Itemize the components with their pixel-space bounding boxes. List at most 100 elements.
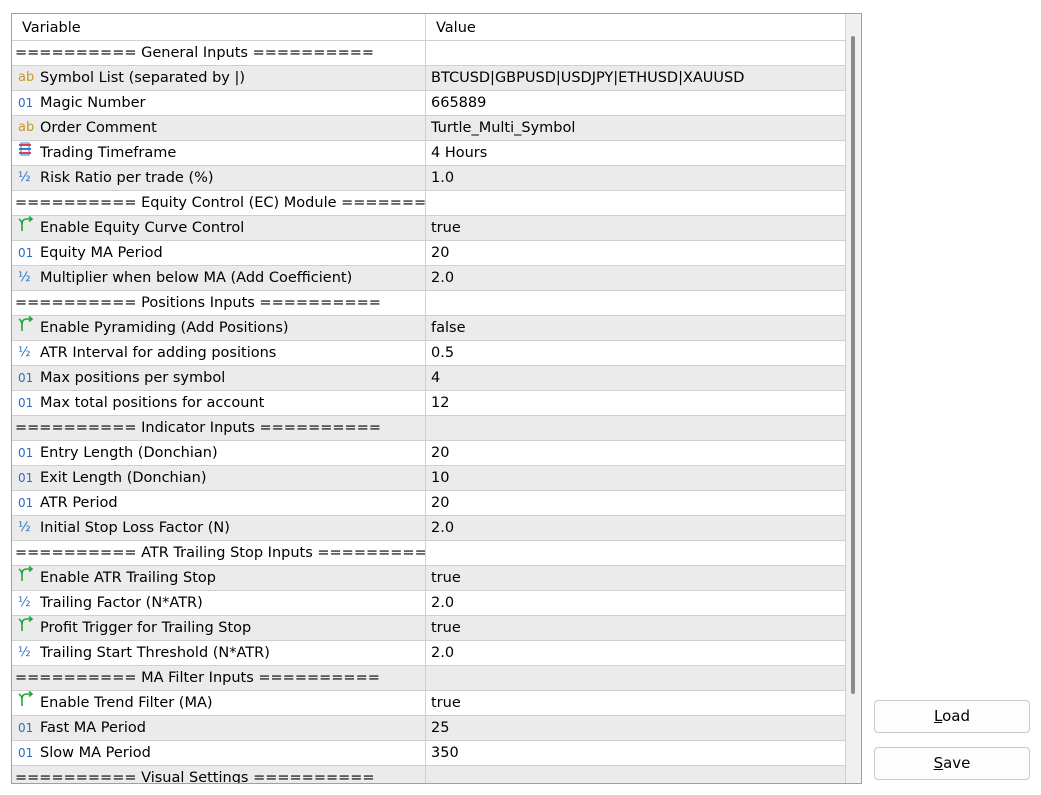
table-row[interactable]: Enable Equity Curve Control true [12,215,846,240]
variable-cell: Enable Equity Curve Control [12,216,426,240]
variable-name: Order Comment [40,120,157,136]
value-cell[interactable]: 350 [426,741,846,765]
variable-name: Max positions per symbol [40,370,226,386]
value-cell[interactable]: 2.0 [426,266,846,290]
section-row[interactable]: ========== General Inputs ========== [12,40,846,65]
integer-type-icon: 01 [18,721,34,735]
variable-name: Trailing Factor (N*ATR) [40,595,203,611]
value-cell[interactable]: 20 [426,241,846,265]
value-cell[interactable]: 25 [426,716,846,740]
table-row[interactable]: ab Order Comment Turtle_Multi_Symbol [12,115,846,140]
variable-name: ========== MA Filter Inputs ========== [15,670,380,686]
value-cell[interactable]: 2.0 [426,516,846,540]
value-cell[interactable] [426,41,846,65]
variable-cell: 01 Exit Length (Donchian) [12,466,426,490]
variable-cell: ========== ATR Trailing Stop Inputs ====… [12,541,426,565]
variable-cell: 01 Max total positions for account [12,391,426,415]
table-row[interactable]: Profit Trigger for Trailing Stop true [12,615,846,640]
value-cell[interactable] [426,541,846,565]
value-cell[interactable] [426,191,846,215]
vertical-scrollbar[interactable] [846,14,861,783]
value-cell[interactable]: true [426,691,846,715]
load-button[interactable]: Load [874,700,1030,733]
variable-name: Trailing Start Threshold (N*ATR) [40,645,270,661]
double-type-icon: ½ [18,520,31,535]
variable-cell: 01 Max positions per symbol [12,366,426,390]
value-cell[interactable]: true [426,616,846,640]
save-accel: S [933,754,944,772]
table-row[interactable]: 01 Max total positions for account 12 [12,390,846,415]
value-cell[interactable]: 4 [426,366,846,390]
value-cell[interactable]: 665889 [426,91,846,115]
table-row[interactable]: 01 Exit Length (Donchian) 10 [12,465,846,490]
column-header-variable[interactable]: Variable [12,14,426,40]
value-cell[interactable]: 2.0 [426,641,846,665]
section-row[interactable]: ========== ATR Trailing Stop Inputs ====… [12,540,846,565]
variable-cell: ½ Trailing Factor (N*ATR) [12,591,426,615]
variable-cell: ab Symbol List (separated by |) [12,66,426,90]
boolean-type-icon [17,691,40,715]
table-row[interactable]: Enable Pyramiding (Add Positions) false [12,315,846,340]
load-accel: L [934,707,943,725]
scrollbar-thumb[interactable] [851,36,855,694]
save-button[interactable]: Save [874,747,1030,780]
table-row[interactable]: 01 Magic Number 665889 [12,90,846,115]
table-row[interactable]: ½ Initial Stop Loss Factor (N) 2.0 [12,515,846,540]
variable-name: Slow MA Period [40,745,151,761]
value-cell[interactable]: 1.0 [426,166,846,190]
value-cell[interactable] [426,416,846,440]
variable-name: ATR Period [40,495,118,511]
value-cell[interactable] [426,766,846,783]
value-cell[interactable]: Turtle_Multi_Symbol [426,116,846,140]
column-header-value[interactable]: Value [426,14,846,40]
table-row[interactable]: 01 Slow MA Period 350 [12,740,846,765]
section-row[interactable]: ========== MA Filter Inputs ========== [12,665,846,690]
value-cell[interactable]: 0.5 [426,341,846,365]
table-row[interactable]: 01 Fast MA Period 25 [12,715,846,740]
table-row[interactable]: 01 Entry Length (Donchian) 20 [12,440,846,465]
variable-name: ========== Positions Inputs ========== [15,295,381,311]
value-cell[interactable]: 4 Hours [426,141,846,165]
section-row[interactable]: ========== Visual Settings ========== [12,765,846,783]
inputs-table: Variable Value ========== General Inputs… [11,13,862,784]
variable-cell: 01 Equity MA Period [12,241,426,265]
value-cell[interactable] [426,291,846,315]
table-row[interactable]: ½ ATR Interval for adding positions 0.5 [12,340,846,365]
variable-name: Max total positions for account [40,395,265,411]
section-row[interactable]: ========== Positions Inputs ========== [12,290,846,315]
integer-type-icon: 01 [18,746,34,760]
table-row[interactable]: ½ Trailing Factor (N*ATR) 2.0 [12,590,846,615]
table-row[interactable]: ½ Risk Ratio per trade (%) 1.0 [12,165,846,190]
table-row[interactable]: ½ Trailing Start Threshold (N*ATR) 2.0 [12,640,846,665]
double-type-icon: ½ [18,170,31,185]
enum-type-icon [17,141,40,165]
variable-name: Enable Trend Filter (MA) [40,695,213,711]
value-cell[interactable]: false [426,316,846,340]
table-row[interactable]: ab Symbol List (separated by |) BTCUSD|GBP… [12,65,846,90]
table-row[interactable]: 01 Max positions per symbol 4 [12,365,846,390]
table-row[interactable]: 01 Equity MA Period 20 [12,240,846,265]
section-row[interactable]: ========== Indicator Inputs ========== [12,415,846,440]
variable-cell: 01 ATR Period [12,491,426,515]
section-row[interactable]: ========== Equity Control (EC) Module ==… [12,190,846,215]
table-row[interactable]: ½ Multiplier when below MA (Add Coefficie… [12,265,846,290]
value-cell[interactable] [426,666,846,690]
value-cell[interactable]: BTCUSD|GBPUSD|USDJPY|ETHUSD|XAUUSD [426,66,846,90]
value-cell[interactable]: 20 [426,491,846,515]
value-cell[interactable]: 2.0 [426,591,846,615]
value-cell[interactable]: 20 [426,441,846,465]
value-cell[interactable]: 12 [426,391,846,415]
table-row[interactable]: Enable ATR Trailing Stop true [12,565,846,590]
table-header: Variable Value [12,14,846,40]
table-row[interactable]: Enable Trend Filter (MA) true [12,690,846,715]
table-row[interactable]: Trading Timeframe 4 Hours [12,140,846,165]
variable-name: Risk Ratio per trade (%) [40,170,214,186]
variable-cell: ========== Indicator Inputs ========== [12,416,426,440]
table-row[interactable]: 01 ATR Period 20 [12,490,846,515]
value-cell[interactable]: 10 [426,466,846,490]
value-cell[interactable]: true [426,566,846,590]
variable-cell: ========== Positions Inputs ========== [12,291,426,315]
variable-name: Fast MA Period [40,720,146,736]
value-cell[interactable]: true [426,216,846,240]
variable-cell: 01 Fast MA Period [12,716,426,740]
